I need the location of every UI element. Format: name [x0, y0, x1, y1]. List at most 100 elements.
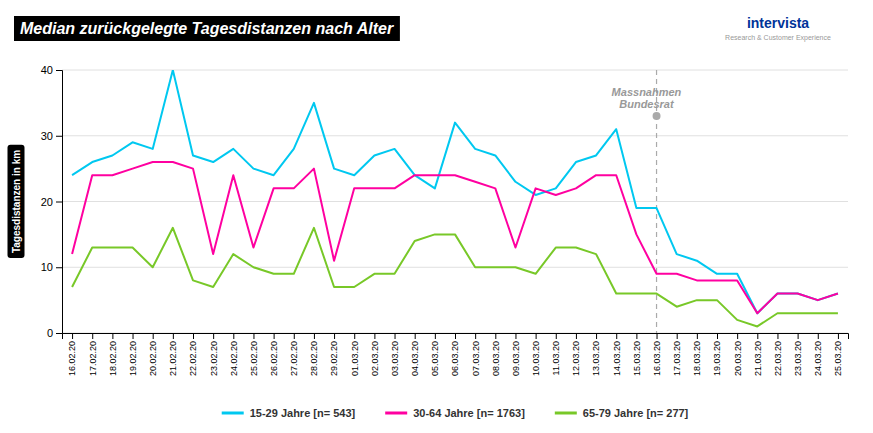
x-tick: 22.02.20: [188, 333, 198, 376]
x-tick-mark: [112, 333, 113, 339]
x-tick-mark: [616, 333, 617, 339]
marks: [72, 70, 838, 333]
x-tick-label: 08.03.20: [491, 341, 501, 376]
x-tick-label: 25.03.20: [833, 341, 843, 376]
x-tick-label: 17.02.20: [88, 341, 98, 376]
x-tick: 10.03.20: [531, 333, 541, 376]
x-tick: 26.02.20: [269, 333, 279, 376]
y-tick: 0: [47, 327, 62, 339]
x-tick-mark: [395, 333, 396, 339]
x-tick: 29.02.20: [329, 333, 339, 376]
x-tick-mark: [536, 333, 537, 339]
y-tick-label: 40: [41, 64, 53, 76]
legend-swatch: [385, 412, 407, 415]
x-tick-mark: [253, 333, 254, 339]
y-tick: 10: [41, 261, 62, 273]
x-tick-mark: [818, 333, 819, 339]
x-tick-label: 18.02.20: [108, 341, 118, 376]
x-tick: 15.03.20: [632, 333, 642, 376]
x-tick: 20.02.20: [148, 333, 158, 376]
y-tick-label: 30: [41, 130, 53, 142]
x-tick: 19.02.20: [128, 333, 138, 376]
legend: 15-29 Jahre [n= 543]30-64 Jahre [n= 1763…: [222, 407, 689, 419]
x-tick: 19.03.20: [712, 333, 722, 376]
x-tick-mark: [415, 333, 416, 339]
x-tick-mark: [133, 333, 134, 339]
legend-swatch: [555, 412, 577, 415]
x-tick-mark: [697, 333, 698, 339]
x-tick: 11.03.20: [551, 333, 561, 375]
x-tick: 17.03.20: [672, 333, 682, 376]
x-tick: 06.03.20: [450, 333, 460, 376]
x-tick: 18.03.20: [692, 333, 702, 376]
x-tick-mark: [798, 333, 799, 339]
x-tick: 16.03.20: [652, 333, 662, 376]
x-tick-mark: [294, 333, 295, 339]
x-tick-label: 16.02.20: [67, 341, 77, 376]
y-label-box: [8, 145, 25, 258]
y-tick-mark: [56, 333, 62, 334]
x-tick-mark: [193, 333, 194, 339]
grid: [62, 70, 848, 333]
x-tick-mark: [838, 333, 839, 339]
x-tick-mark: [374, 333, 375, 339]
x-tick: 27.02.20: [289, 333, 299, 376]
chart: 01020304016.02.2017.02.2018.02.2019.02.2…: [0, 0, 873, 433]
logo-subtitle: Research & Customer Experience: [725, 34, 831, 42]
legend-label: 65-79 Jahre [n= 277]: [583, 407, 689, 419]
y-tick: 40: [41, 64, 62, 76]
y-label-group: Tagesdistanzen in km: [8, 145, 25, 258]
legend-item: 65-79 Jahre [n= 277]: [555, 407, 689, 419]
x-tick: 21.03.20: [753, 333, 763, 376]
x-tick-label: 28.02.20: [309, 341, 319, 376]
x-tick: 01.03.20: [350, 333, 360, 376]
x-tick: 12.03.20: [571, 333, 581, 376]
x-tick-label: 10.03.20: [531, 341, 541, 376]
y-tick-mark: [56, 70, 62, 71]
x-tick-label: 23.03.20: [793, 341, 803, 376]
x-tick-label: 04.03.20: [410, 341, 420, 376]
x-tick: 20.03.20: [733, 333, 743, 376]
x-tick-mark: [677, 333, 678, 339]
x-tick: 08.03.20: [491, 333, 501, 376]
y-axis: 010203040: [41, 64, 63, 339]
legend-item: 30-64 Jahre [n= 1763]: [385, 407, 525, 419]
x-tick-label: 17.03.20: [672, 341, 682, 376]
grid-line: [62, 267, 848, 268]
x-tick-label: 09.03.20: [511, 341, 521, 376]
x-tick-mark: [636, 333, 637, 339]
x-tick: 25.03.20: [833, 333, 843, 376]
x-tick-label: 16.03.20: [652, 341, 662, 376]
x-tick: 23.03.20: [793, 333, 803, 376]
x-tick-label: 19.02.20: [128, 341, 138, 376]
x-tick: 21.02.20: [168, 333, 178, 376]
y-tick-mark: [56, 202, 62, 203]
x-tick-mark: [334, 333, 335, 339]
x-tick-label: 22.03.20: [773, 341, 783, 376]
x-axis: 16.02.20 17.02.20 18.02.20 19.02.20 20.02.20…: [63, 333, 849, 376]
x-tick-mark: [515, 333, 516, 339]
x-tick: 18.02.20: [108, 333, 118, 376]
x-tick-label: 15.03.20: [632, 341, 642, 376]
legend-swatch: [222, 412, 244, 415]
title-box: [14, 16, 400, 41]
x-tick-mark: [455, 333, 456, 339]
y-tick: 30: [41, 130, 62, 142]
x-tick-label: 20.03.20: [733, 341, 743, 376]
grid-line: [62, 70, 848, 71]
x-tick-label: 20.02.20: [148, 341, 158, 376]
x-tick-label: 13.03.20: [591, 341, 601, 376]
x-tick-mark: [737, 333, 738, 339]
y-axis-line: [56, 71, 63, 334]
x-tick-label: 03.03.20: [390, 341, 400, 376]
y-label: Tagesdistanzen in km: [11, 150, 22, 253]
x-tick-label: 24.03.20: [813, 341, 823, 376]
y-tick-mark: [56, 136, 62, 137]
x-tick-label: 06.03.20: [450, 341, 460, 376]
x-tick: 04.03.20: [410, 333, 420, 376]
x-tick: 05.03.20: [430, 333, 440, 376]
x-tick-mark: [757, 333, 758, 339]
x-tick-label: 07.03.20: [471, 341, 481, 376]
series-line: [72, 162, 838, 313]
x-tick: 17.02.20: [88, 333, 98, 376]
